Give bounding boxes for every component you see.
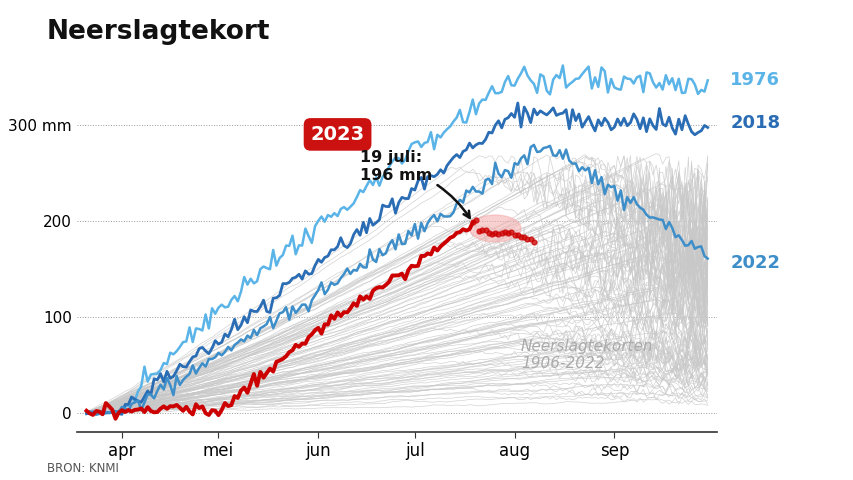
Text: 19 juli:
196 mm: 19 juli: 196 mm <box>360 151 469 218</box>
Text: 1976: 1976 <box>729 72 780 89</box>
Text: 2022: 2022 <box>729 254 780 272</box>
Text: 2018: 2018 <box>729 114 780 132</box>
Text: Neerslagtekort: Neerslagtekort <box>47 19 270 45</box>
Text: BRON: KNMI: BRON: KNMI <box>47 462 119 475</box>
Text: 2023: 2023 <box>310 125 364 144</box>
Ellipse shape <box>469 215 520 242</box>
Text: Neerslagtekorten
1906-2022: Neerslagtekorten 1906-2022 <box>520 339 653 372</box>
